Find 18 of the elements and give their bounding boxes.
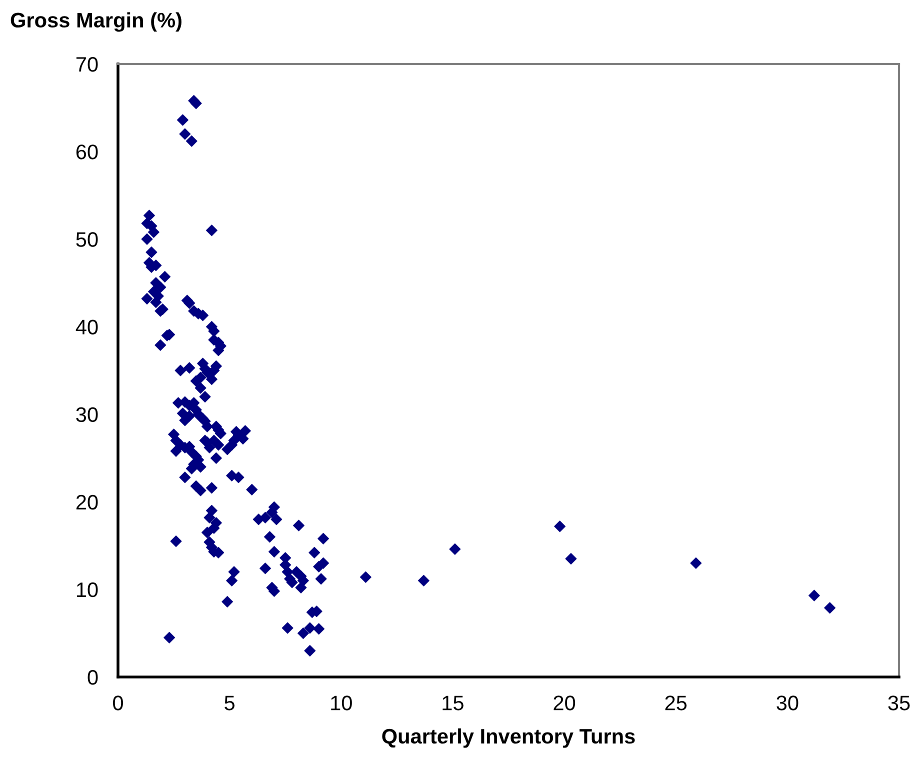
x-tick-label: 0	[113, 696, 123, 710]
y-axis-title: Gross Margin (%)	[10, 12, 182, 32]
y-tick-label: 0	[88, 670, 98, 685]
y-tick-label: 60	[76, 144, 98, 160]
x-tick-label: 25	[665, 696, 687, 710]
x-tick-label: 15	[442, 696, 464, 710]
y-tick-label: 20	[76, 494, 98, 510]
x-tick-label: 30	[776, 696, 798, 710]
x-tick-label: 35	[888, 696, 910, 710]
x-tick-label: 5	[224, 696, 234, 710]
y-tick-label: 50	[76, 232, 98, 247]
y-tick-label: 30	[76, 407, 98, 422]
y-tick-label: 70	[76, 57, 98, 72]
x-tick-label: 10	[331, 696, 352, 710]
x-tick-label: 20	[554, 696, 576, 710]
x-axis-title: Quarterly Inventory Turns	[382, 728, 635, 748]
y-tick-label: 10	[76, 582, 98, 598]
y-tick-label: 40	[76, 320, 98, 334]
